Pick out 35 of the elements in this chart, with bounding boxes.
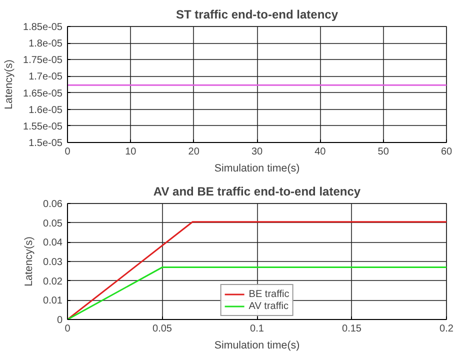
- chart-title: AV and BE traffic end-to-end latency: [153, 184, 361, 198]
- chart-title: ST traffic end-to-end latency: [176, 8, 338, 22]
- x-tick-label: 0: [64, 146, 71, 158]
- x-tick-label: 0.15: [342, 324, 362, 334]
- x-tick-label: 60: [440, 146, 452, 158]
- y-tick-label: 0.06: [43, 199, 63, 210]
- y-tick-label: 1.6e-05: [28, 104, 63, 116]
- y-tick-label: 1.65e-05: [23, 88, 63, 100]
- y-tick-label: 0.01: [43, 296, 63, 307]
- y-tick-label: 1.75e-05: [23, 55, 63, 66]
- x-tick-label: 0: [64, 324, 71, 334]
- legend-label: AV traffic: [248, 300, 288, 312]
- x-tick-label: 0.05: [152, 324, 172, 334]
- y-tick-label: 1.55e-05: [23, 121, 63, 132]
- y-tick-label: 0.04: [43, 238, 63, 249]
- x-tick-label: 10: [125, 146, 137, 158]
- x-tick-label: 0.1: [250, 324, 264, 334]
- x-axis-title: Simulation time(s): [214, 340, 300, 352]
- y-tick-label: 1.8e-05: [28, 38, 63, 50]
- legend-label: BE traffic: [248, 288, 290, 300]
- y-tick-label: 1.85e-05: [23, 22, 63, 33]
- y-tick-label: 1.7e-05: [28, 72, 63, 83]
- y-tick-label: 1.5e-05: [28, 138, 63, 149]
- y-axis-title: Latency(s): [23, 236, 36, 286]
- x-tick-label: 50: [378, 146, 390, 158]
- y-tick-label: 0.05: [43, 218, 63, 230]
- y-tick-label: 0.03: [43, 257, 63, 268]
- x-tick-label: 40: [314, 146, 326, 158]
- x-tick-label: 30: [251, 146, 263, 158]
- y-tick-label: 0.02: [43, 276, 63, 288]
- y-tick-label: 0: [56, 315, 63, 326]
- y-axis-title: Latency(s): [3, 60, 16, 110]
- x-tick-label: 20: [188, 146, 200, 158]
- x-tick-label: 0.2: [440, 324, 454, 334]
- x-axis-title: Simulation time(s): [214, 162, 300, 174]
